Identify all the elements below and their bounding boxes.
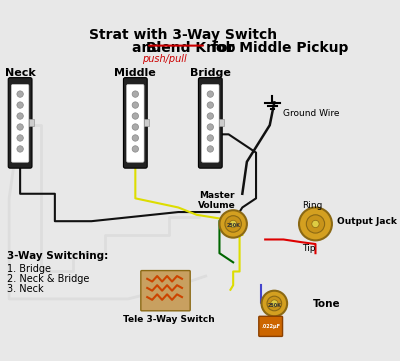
FancyBboxPatch shape (127, 84, 144, 162)
Text: 250K: 250K (267, 303, 281, 308)
Circle shape (17, 146, 23, 152)
Text: Tip: Tip (302, 244, 315, 253)
Text: 3. Neck: 3. Neck (7, 284, 44, 294)
Text: Tone: Tone (313, 299, 340, 309)
Circle shape (132, 124, 138, 130)
Text: Blend Knob: Blend Knob (146, 41, 236, 55)
Circle shape (207, 146, 214, 152)
Circle shape (17, 124, 23, 130)
Text: Middle: Middle (114, 69, 156, 78)
Text: Master
Volume: Master Volume (198, 191, 236, 210)
Circle shape (299, 208, 332, 240)
Circle shape (132, 113, 138, 119)
Text: for Middle Pickup: for Middle Pickup (207, 41, 348, 55)
Circle shape (207, 102, 214, 108)
Circle shape (306, 215, 325, 233)
Text: Neck: Neck (5, 69, 36, 78)
Circle shape (271, 300, 278, 307)
FancyBboxPatch shape (202, 84, 219, 162)
Circle shape (132, 146, 138, 152)
Circle shape (207, 135, 214, 141)
Circle shape (220, 210, 247, 238)
FancyBboxPatch shape (198, 78, 222, 168)
FancyBboxPatch shape (259, 316, 282, 336)
FancyBboxPatch shape (124, 78, 147, 168)
Circle shape (207, 91, 214, 97)
Text: Ground Wire: Ground Wire (284, 109, 340, 118)
Circle shape (225, 216, 242, 232)
Text: 3-Way Switching:: 3-Way Switching: (7, 251, 108, 261)
Circle shape (17, 91, 23, 97)
FancyBboxPatch shape (141, 271, 190, 311)
FancyBboxPatch shape (8, 78, 32, 168)
Bar (29, 119, 34, 126)
Circle shape (312, 220, 319, 227)
Circle shape (17, 135, 23, 141)
Circle shape (132, 135, 138, 141)
Text: Ring: Ring (302, 201, 322, 210)
Circle shape (132, 102, 138, 108)
Circle shape (207, 113, 214, 119)
Text: 2. Neck & Bridge: 2. Neck & Bridge (7, 274, 90, 284)
Circle shape (17, 102, 23, 108)
Bar (220, 119, 224, 126)
Circle shape (207, 124, 214, 130)
Text: Tele 3-Way Switch: Tele 3-Way Switch (123, 316, 215, 325)
Text: Bridge: Bridge (190, 69, 231, 78)
Text: .022μF: .022μF (261, 324, 280, 329)
Text: push/pull: push/pull (142, 54, 186, 64)
Bar (144, 119, 149, 126)
Circle shape (230, 220, 237, 227)
Circle shape (17, 113, 23, 119)
FancyBboxPatch shape (12, 84, 29, 162)
Text: Strat with 3-Way Switch: Strat with 3-Way Switch (89, 28, 277, 42)
Text: Output Jack: Output Jack (336, 217, 396, 226)
Circle shape (132, 91, 138, 97)
Text: 1. Bridge: 1. Bridge (7, 264, 51, 274)
Text: 250K: 250K (226, 223, 240, 228)
Circle shape (267, 296, 282, 311)
Circle shape (262, 291, 287, 316)
Text: and: and (132, 41, 166, 55)
